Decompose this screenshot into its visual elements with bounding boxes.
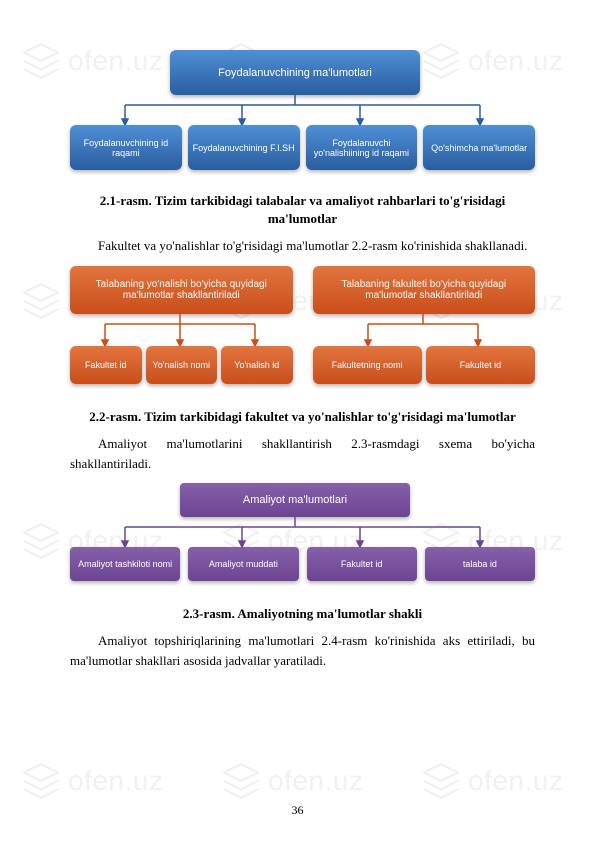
d3-connectors [70, 517, 535, 547]
caption-2: 2.2-rasm. Tizim tarkibidagi fakultet va … [70, 408, 535, 426]
paragraph-2: Amaliyot ma'lumotlarini shakllantirish 2… [70, 434, 535, 473]
paragraph-1: Fakultet va yo'nalishlar to'g'risidagi m… [70, 236, 535, 256]
d1-child-node: Foydalanuvchining id raqami [70, 125, 182, 170]
d1-root-node: Foydalanuvchining ma'lumotlari [170, 50, 420, 95]
watermark: ofen.uz [420, 760, 563, 802]
d2-left-root: Talabaning yo'nalishi bo'yicha quyidagi … [70, 266, 293, 314]
watermark: ofen.uz [20, 760, 163, 802]
diagram-3: Amaliyot ma'lumotlari Amaliyot tashkilot… [70, 483, 535, 593]
diagram-1: Foydalanuvchining ma'lumotlari Foydalanu… [70, 50, 535, 180]
d2-left-child: Fakultet id [70, 346, 142, 384]
caption-1: 2.1-rasm. Tizim tarkibidagi talabalar va… [70, 192, 535, 228]
d3-root-node: Amaliyot ma'lumotlari [180, 483, 410, 517]
d2-right-root: Talabaning fakulteti bo'yicha quyidagi m… [313, 266, 536, 314]
d2-left-child: Yo'nalish id [221, 346, 293, 384]
d1-connectors [70, 95, 535, 125]
diagram-2: Talabaning yo'nalishi bo'yicha quyidagi … [70, 266, 535, 396]
caption-3: 2.3-rasm. Amaliyotning ma'lumotlar shakl… [70, 605, 535, 623]
paragraph-3: Amaliyot topshiriqlarining ma'lumotlari … [70, 631, 535, 670]
page-number: 36 [0, 803, 595, 818]
d2-right-child: Fakultetning nomi [313, 346, 422, 384]
d2-right-child: Fakultet id [426, 346, 535, 384]
d2-left-child: Yo'nalish nomi [146, 346, 218, 384]
d3-child-node: Amaliyot tashkiloti nomi [70, 547, 180, 581]
d3-child-node: talaba id [425, 547, 535, 581]
d2-left-connectors [70, 314, 290, 346]
d1-child-node: Foydalanuvchining F.I.SH [188, 125, 300, 170]
d3-child-node: Fakultet id [307, 547, 417, 581]
d1-child-node: Qo'shimcha ma'lumotlar [423, 125, 535, 170]
page-content: Foydalanuvchining ma'lumotlari Foydalanu… [0, 0, 595, 700]
d2-right-connectors [313, 314, 533, 346]
d1-child-node: Foydalanuvchi yo'nalishiining id raqami [306, 125, 418, 170]
d3-child-node: Amaliyot muddati [188, 547, 298, 581]
watermark: ofen.uz [220, 760, 363, 802]
